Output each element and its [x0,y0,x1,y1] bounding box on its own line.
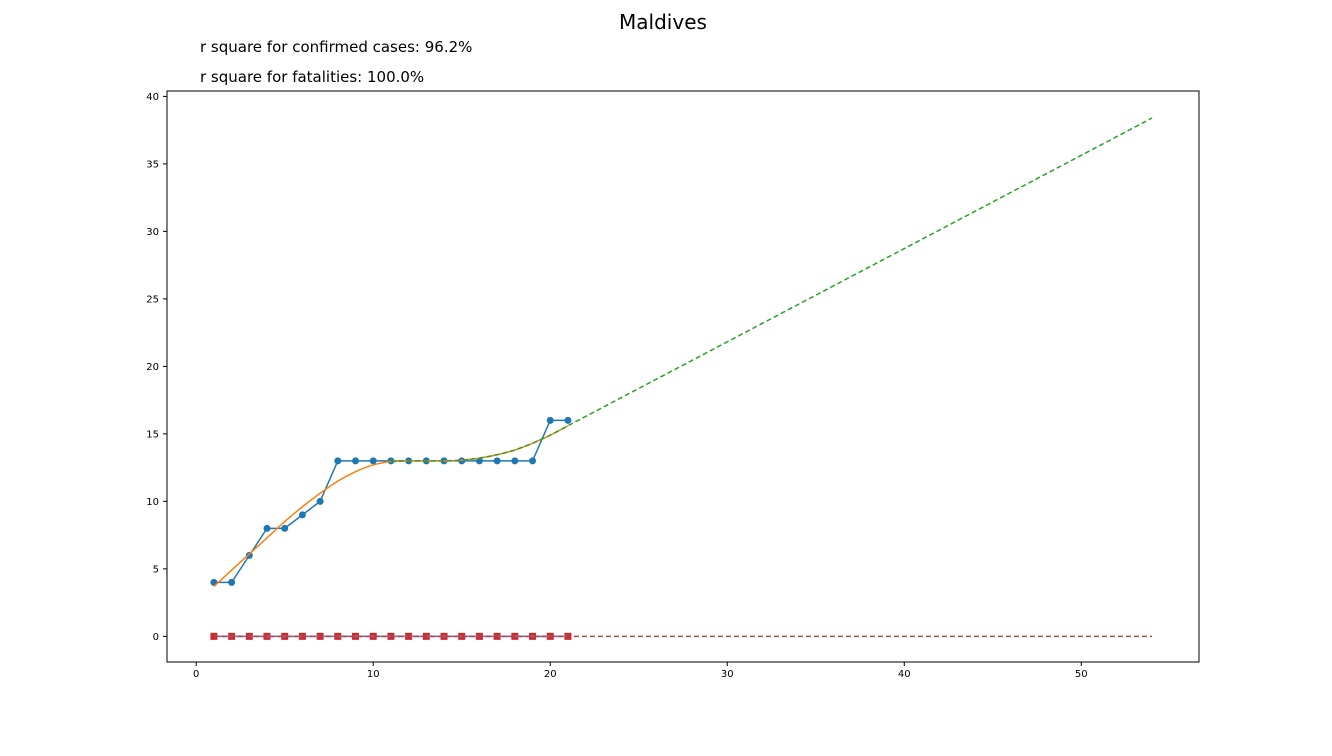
series-line-confirmed_projection [390,117,1153,463]
x-tick-label: 50 [1075,669,1088,680]
x-tick-label: 10 [367,669,380,680]
chart-title: Maldives [619,10,707,34]
data-point-confirmed [564,416,572,424]
r-square-confirmed-annotation: r square for confirmed cases: 96.2% [200,38,473,56]
data-point-confirmed [369,457,377,465]
y-tick-label: 40 [146,92,159,103]
data-point-confirmed [529,457,537,465]
x-tick-label: 0 [193,669,199,680]
series-line-confirmed [213,419,568,584]
plot-frame [166,90,1200,663]
data-point-confirmed [245,551,253,559]
data-point-confirmed [298,511,306,519]
y-tick-label: 10 [146,497,159,508]
y-tick-label: 5 [153,564,159,575]
x-tick-label: 20 [544,669,557,680]
data-point-confirmed [316,497,324,505]
data-point-confirmed [493,457,501,465]
x-tick-label: 30 [721,669,734,680]
series-line-confirmed_fit [213,425,569,587]
x-tick-label: 40 [898,669,911,680]
data-point-confirmed [334,457,342,465]
data-point-confirmed [228,578,236,586]
y-tick-label: 25 [146,294,159,305]
y-tick-label: 30 [146,227,159,238]
y-tick-label: 0 [153,632,159,643]
y-tick-label: 20 [146,362,159,373]
data-point-confirmed [263,524,271,532]
r-square-fatalities-annotation: r square for fatalities: 100.0% [200,68,425,86]
data-point-confirmed [546,416,554,424]
data-point-confirmed [281,524,289,532]
y-tick-label: 15 [146,429,159,440]
y-tick-label: 35 [146,159,159,170]
data-point-confirmed [511,457,519,465]
data-point-confirmed [352,457,360,465]
